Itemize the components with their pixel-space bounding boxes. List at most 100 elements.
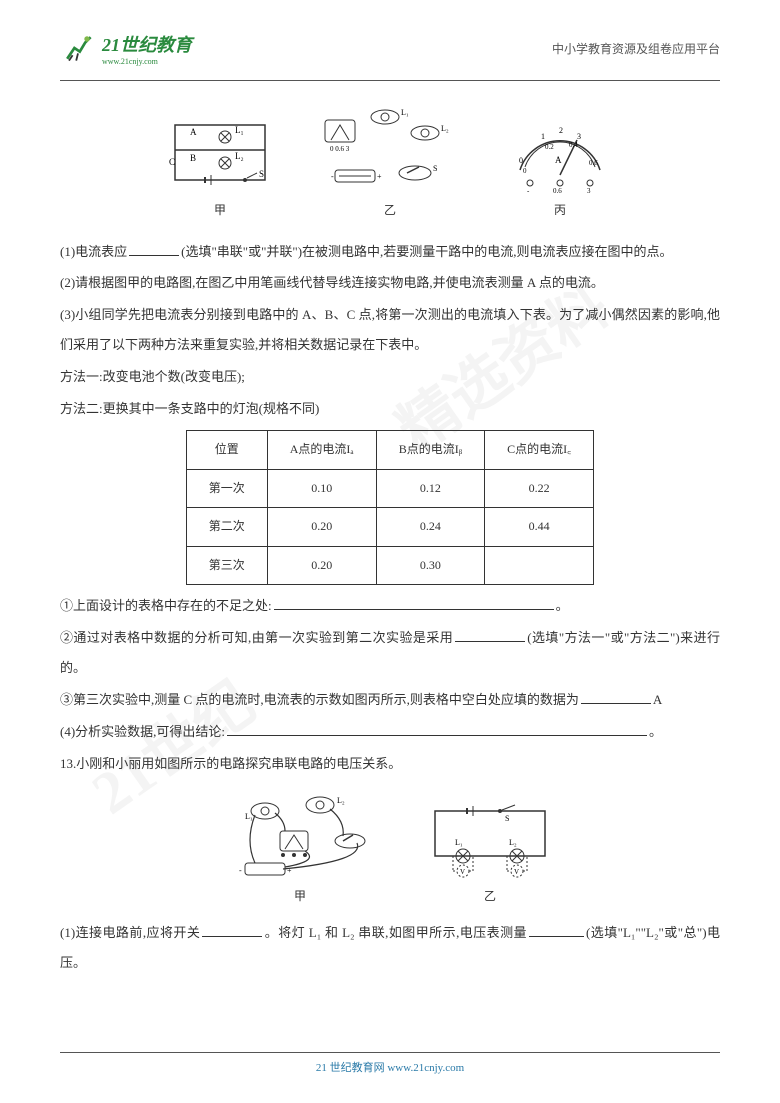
blank-q1 bbox=[129, 242, 179, 256]
footer-text: 21 世纪教育网 www.21cnjy.com bbox=[0, 1059, 780, 1075]
table-cell: 0.22 bbox=[485, 469, 594, 508]
table-cell: 第三次 bbox=[186, 546, 267, 585]
table-header-row: 位置 A点的电流Iₐ B点的电流Iᵦ C点的电流I꜀ bbox=[186, 430, 594, 469]
svg-text:L₂: L₂ bbox=[441, 124, 449, 133]
s3-after: A bbox=[653, 692, 662, 707]
svg-text:2: 2 bbox=[559, 126, 563, 135]
circuit-diagram-icon: L₁ L₂ A B C S bbox=[165, 115, 275, 195]
table-cell: 0.12 bbox=[376, 469, 484, 508]
question-1: (1)电流表应(选填"串联"或"并联")在被测电路中,若要测量干路中的电流,则电… bbox=[60, 237, 720, 267]
svg-text:0.6: 0.6 bbox=[553, 187, 562, 195]
figure-row-top: L₁ L₂ A B C S 甲 0 0.6 3 bbox=[60, 105, 720, 225]
svg-text:-: - bbox=[331, 172, 334, 181]
svg-text:A: A bbox=[190, 127, 197, 137]
svg-text:S: S bbox=[505, 814, 509, 823]
footer-before: 21 世纪教育网 bbox=[316, 1062, 388, 1074]
svg-text:S: S bbox=[259, 169, 264, 179]
svg-text:+: + bbox=[287, 866, 292, 875]
svg-text:0: 0 bbox=[519, 156, 523, 165]
q13-s1b: 。将灯 L₁ 和 L₂ 串联,如图甲所示,电压表测量 bbox=[264, 925, 527, 940]
svg-text:L₁: L₁ bbox=[235, 125, 244, 135]
table-cell: 0.30 bbox=[376, 546, 484, 585]
figure-label-yi: 乙 bbox=[384, 197, 396, 225]
table-row: 第二次 0.20 0.24 0.44 bbox=[186, 508, 594, 547]
table-row: 第三次 0.20 0.30 bbox=[186, 546, 594, 585]
svg-text:V: V bbox=[514, 868, 519, 876]
table-cell: 0.10 bbox=[267, 469, 376, 508]
runner-icon bbox=[60, 30, 96, 66]
s2-before: ②通过对表格中数据的分析可知,由第一次实验到第二次实验是采用 bbox=[60, 630, 453, 645]
svg-text:L₁: L₁ bbox=[245, 812, 253, 821]
figure-yi-2: L₁ L₂ S V V bbox=[425, 801, 555, 911]
figure-label-bing: 丙 bbox=[554, 197, 566, 225]
figure-yi: 0 0.6 3 L₁ L₂ - + S 乙 bbox=[315, 105, 465, 225]
question-13-intro: 13.小刚和小丽用如图所示的电路探究串联电路的电压关系。 bbox=[60, 749, 720, 779]
s3-before: ③第三次实验中,测量 C 点的电流时,电流表的示数如图丙所示,则表格中空白处应填… bbox=[60, 692, 579, 707]
figure-label-yi-2: 乙 bbox=[484, 883, 496, 911]
question-13-sub1: (1)连接电路前,应将开关。将灯 L₁ 和 L₂ 串联,如图甲所示,电压表测量(… bbox=[60, 918, 720, 978]
svg-text:1: 1 bbox=[541, 132, 545, 141]
svg-text:0.4: 0.4 bbox=[569, 141, 578, 149]
table-cell: 0.24 bbox=[376, 508, 484, 547]
table-cell: 第二次 bbox=[186, 508, 267, 547]
logo-text: 21世纪教育 www.21cnjy.com bbox=[102, 31, 192, 66]
page-content: L₁ L₂ A B C S 甲 0 0.6 3 bbox=[0, 81, 780, 978]
circuit-schematic-icon: L₁ L₂ S V V bbox=[425, 801, 555, 881]
table-cell bbox=[485, 546, 594, 585]
blank-s2 bbox=[455, 628, 525, 642]
blank-q13b bbox=[529, 923, 584, 937]
page-header: 21世纪教育 www.21cnjy.com 中小学教育资源及组卷应用平台 bbox=[0, 0, 780, 76]
table-header-cell: C点的电流I꜀ bbox=[485, 430, 594, 469]
question-3-intro: (3)小组同学先把电流表分别接到电路中的 A、B、C 点,将第一次测出的电流填入… bbox=[60, 300, 720, 360]
table-row: 第一次 0.10 0.12 0.22 bbox=[186, 469, 594, 508]
svg-text:3: 3 bbox=[587, 187, 591, 195]
figure-jia-2: L₁ L₂ - + 甲 bbox=[225, 791, 375, 911]
table-cell: 第一次 bbox=[186, 469, 267, 508]
circuit-photo-icon: L₁ L₂ - + bbox=[225, 791, 375, 881]
question-3-method2: 方法二:更换其中一条支路中的灯泡(规格不同) bbox=[60, 394, 720, 424]
svg-text:L₁: L₁ bbox=[401, 108, 409, 117]
svg-text:0.2: 0.2 bbox=[545, 143, 554, 151]
figure-jia: L₁ L₂ A B C S 甲 bbox=[165, 115, 275, 225]
svg-text:0: 0 bbox=[523, 167, 527, 175]
svg-text:+: + bbox=[377, 172, 382, 181]
question-4: (4)分析实验数据,可得出结论: 。 bbox=[60, 717, 720, 747]
sub-question-2: ②通过对表格中数据的分析可知,由第一次实验到第二次实验是采用(选填"方法一"或"… bbox=[60, 623, 720, 683]
svg-text:L₁: L₁ bbox=[455, 838, 463, 847]
figure-row-bottom: L₁ L₂ - + 甲 bbox=[60, 791, 720, 911]
footer-link: www.21cnjy.com bbox=[387, 1062, 464, 1074]
sub-question-1: ①上面设计的表格中存在的不足之处: 。 bbox=[60, 591, 720, 621]
blank-q13a bbox=[202, 923, 262, 937]
table-header-cell: 位置 bbox=[186, 430, 267, 469]
svg-text:3: 3 bbox=[577, 132, 581, 141]
components-icon: 0 0.6 3 L₁ L₂ - + S bbox=[315, 105, 465, 195]
q1-after: (选填"串联"或"并联")在被测电路中,若要测量干路中的电流,则电流表应接在图中… bbox=[181, 244, 672, 259]
logo-sub-text: www.21cnjy.com bbox=[102, 57, 192, 66]
s1-after: 。 bbox=[556, 598, 569, 613]
svg-text:S: S bbox=[433, 164, 437, 173]
q4-after: 。 bbox=[649, 724, 662, 739]
svg-text:A: A bbox=[555, 155, 562, 165]
header-right-text: 中小学教育资源及组卷应用平台 bbox=[552, 40, 720, 57]
svg-text:0.6: 0.6 bbox=[589, 159, 598, 167]
q4-before: (4)分析实验数据,可得出结论: bbox=[60, 724, 225, 739]
s1-before: ①上面设计的表格中存在的不足之处: bbox=[60, 598, 272, 613]
table-cell: 0.20 bbox=[267, 508, 376, 547]
svg-text:B: B bbox=[190, 153, 196, 163]
figure-bing: 0 1 2 3 0 0.2 0.4 0.6 A - 0.6 3 丙 bbox=[505, 115, 615, 225]
figure-label-jia: 甲 bbox=[214, 197, 226, 225]
table-header-cell: A点的电流Iₐ bbox=[267, 430, 376, 469]
blank-s3 bbox=[581, 690, 651, 704]
logo: 21世纪教育 www.21cnjy.com bbox=[60, 30, 192, 66]
svg-text:-: - bbox=[239, 866, 242, 875]
svg-text:L₂: L₂ bbox=[235, 151, 244, 161]
q13-s1a: (1)连接电路前,应将开关 bbox=[60, 925, 200, 940]
blank-s1 bbox=[274, 596, 554, 610]
logo-main-text: 21世纪教育 bbox=[102, 31, 192, 57]
sub-question-3: ③第三次实验中,测量 C 点的电流时,电流表的示数如图丙所示,则表格中空白处应填… bbox=[60, 685, 720, 715]
table-header-cell: B点的电流Iᵦ bbox=[376, 430, 484, 469]
svg-text:V: V bbox=[460, 868, 465, 876]
data-table: 位置 A点的电流Iₐ B点的电流Iᵦ C点的电流I꜀ 第一次 0.10 0.12… bbox=[186, 430, 595, 585]
svg-text:C: C bbox=[169, 157, 175, 167]
ammeter-dial-icon: 0 1 2 3 0 0.2 0.4 0.6 A - 0.6 3 bbox=[505, 115, 615, 195]
